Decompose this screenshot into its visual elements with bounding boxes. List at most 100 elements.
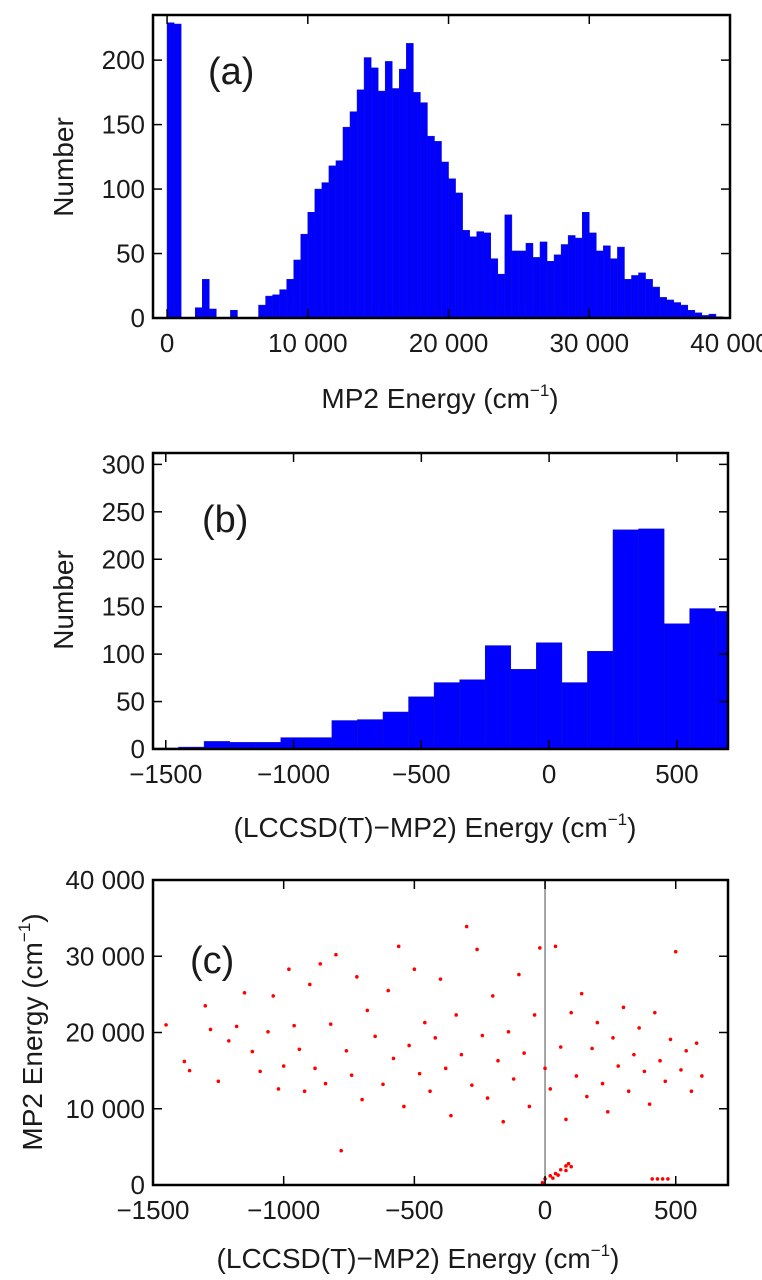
- histogram-bar: [624, 279, 632, 319]
- scatter-point: [642, 1069, 647, 1074]
- scatter-point: [266, 1029, 270, 1034]
- scatter-point: [605, 1110, 610, 1114]
- histogram-bar: [610, 258, 618, 319]
- histogram-bar: [510, 669, 537, 750]
- scatter-point: [558, 1167, 563, 1172]
- histogram-bar: [314, 188, 323, 319]
- scatter-point: [626, 1089, 631, 1094]
- histogram-bar: [427, 135, 435, 319]
- histogram-bar: [587, 651, 614, 750]
- histogram-bar: [561, 682, 588, 750]
- scatter-point: [417, 1071, 422, 1076]
- histogram-bar: [406, 43, 414, 319]
- y-tick-label: 150: [102, 592, 145, 622]
- scatter-point: [564, 1168, 568, 1173]
- x-tick-label: 20 000: [409, 328, 489, 358]
- x-tick-label: 40 000: [690, 328, 762, 358]
- scatter-point: [271, 994, 276, 998]
- histogram-bar: [581, 212, 590, 319]
- scatter-point: [365, 1008, 370, 1013]
- histogram-bar: [342, 126, 351, 319]
- x-axis-label: MP2 Energy (cm−1): [321, 381, 558, 414]
- histogram-bar: [356, 89, 365, 319]
- histogram-bar: [497, 273, 506, 319]
- y-axis-label-sup: −1: [15, 923, 34, 942]
- scatter-point: [258, 1069, 262, 1074]
- histogram-bar: [413, 92, 421, 319]
- histogram-bar: [483, 232, 492, 319]
- histogram-bar: [357, 719, 384, 750]
- scatter-point: [443, 1066, 448, 1071]
- histogram-bar: [286, 279, 294, 319]
- histogram-bar: [574, 237, 583, 319]
- x-axis-label-sup: −1: [608, 810, 627, 829]
- histogram-bar: [469, 236, 477, 319]
- y-tick-label: 150: [102, 110, 145, 140]
- histogram-bar: [532, 257, 541, 319]
- x-axis-label: (LCCSD(T)−MP2) Energy (cm−1): [234, 810, 637, 843]
- scatter-point: [668, 1037, 673, 1042]
- scatter-point: [287, 967, 291, 972]
- histogram-bar: [511, 250, 520, 319]
- scatter-point: [373, 1034, 377, 1039]
- histogram-bar: [617, 246, 625, 319]
- scatter-point: [616, 1064, 621, 1068]
- histogram-bar: [689, 608, 716, 750]
- scatter-point: [318, 962, 323, 966]
- histogram-bar: [603, 245, 611, 319]
- scatter-point: [517, 972, 521, 977]
- scatter-point: [360, 1097, 364, 1102]
- scatter-point: [355, 975, 359, 979]
- scatter-point: [595, 1020, 600, 1025]
- histogram-bar: [536, 642, 563, 750]
- scatter-point: [433, 1036, 438, 1040]
- scatter-point: [475, 947, 479, 952]
- histogram-bar: [638, 528, 665, 750]
- y-axis-label-main: MP2 Energy (cm: [17, 942, 48, 1151]
- scatter-point: [454, 1013, 458, 1017]
- histogram-bar: [462, 230, 470, 319]
- histogram-bar: [589, 232, 597, 319]
- x-axis-label-sup: −1: [591, 1241, 610, 1260]
- histogram-bar: [666, 299, 674, 319]
- scatter-point: [386, 988, 391, 993]
- histogram-bar: [441, 161, 449, 319]
- scatter-point: [621, 1005, 626, 1010]
- histogram-bar: [209, 308, 217, 319]
- histogram-bar: [518, 250, 527, 319]
- scatter-point: [208, 1027, 213, 1032]
- scatter-point: [276, 1087, 281, 1091]
- scatter-point: [527, 1104, 532, 1109]
- histogram-bar: [349, 111, 358, 319]
- histogram-bar: [202, 279, 210, 319]
- scatter-point: [653, 1010, 657, 1015]
- histogram-bar: [279, 289, 287, 319]
- scatter-point: [556, 1173, 560, 1177]
- scatter-point: [182, 1059, 187, 1064]
- scatter-point: [308, 982, 312, 987]
- scatter-point: [381, 1082, 385, 1087]
- x-tick-label: 0: [542, 759, 556, 789]
- histogram-bar: [546, 261, 555, 319]
- scatter-point: [501, 1119, 506, 1124]
- y-tick-label: 250: [102, 497, 145, 527]
- scatter-point: [396, 944, 401, 949]
- scatter-point: [673, 949, 678, 954]
- histogram-bar: [391, 88, 400, 319]
- scatter-point: [328, 1022, 333, 1026]
- histogram-bar: [328, 165, 337, 319]
- x-axis-label: (LCCSD(T)−MP2) Energy (cm−1): [217, 1241, 620, 1274]
- scatter-point: [689, 1089, 694, 1094]
- scatter-point: [459, 1052, 464, 1057]
- x-axis-label-tail: ): [610, 1243, 619, 1274]
- histogram-bar: [455, 192, 463, 319]
- scatter-point: [600, 1081, 605, 1086]
- y-tick-label: 0: [131, 1170, 145, 1200]
- scatter-point: [344, 1049, 349, 1053]
- y-tick-label: 200: [102, 45, 145, 75]
- y-tick-label: 40 000: [65, 865, 145, 895]
- histogram-bar: [173, 23, 182, 319]
- scatter-point: [637, 1026, 641, 1030]
- histogram-bar: [399, 68, 407, 319]
